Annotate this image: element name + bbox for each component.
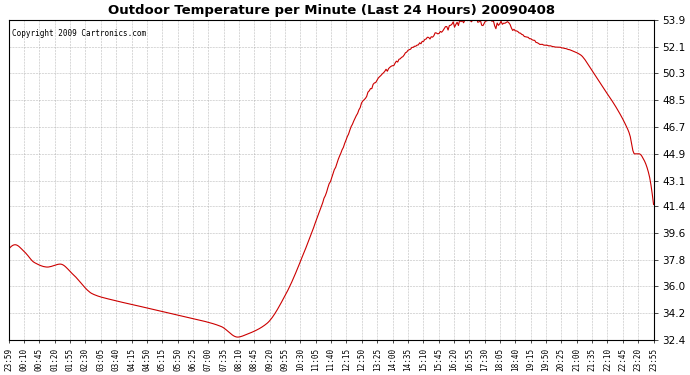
Text: Copyright 2009 Cartronics.com: Copyright 2009 Cartronics.com: [12, 29, 146, 38]
Title: Outdoor Temperature per Minute (Last 24 Hours) 20090408: Outdoor Temperature per Minute (Last 24 …: [108, 4, 555, 17]
